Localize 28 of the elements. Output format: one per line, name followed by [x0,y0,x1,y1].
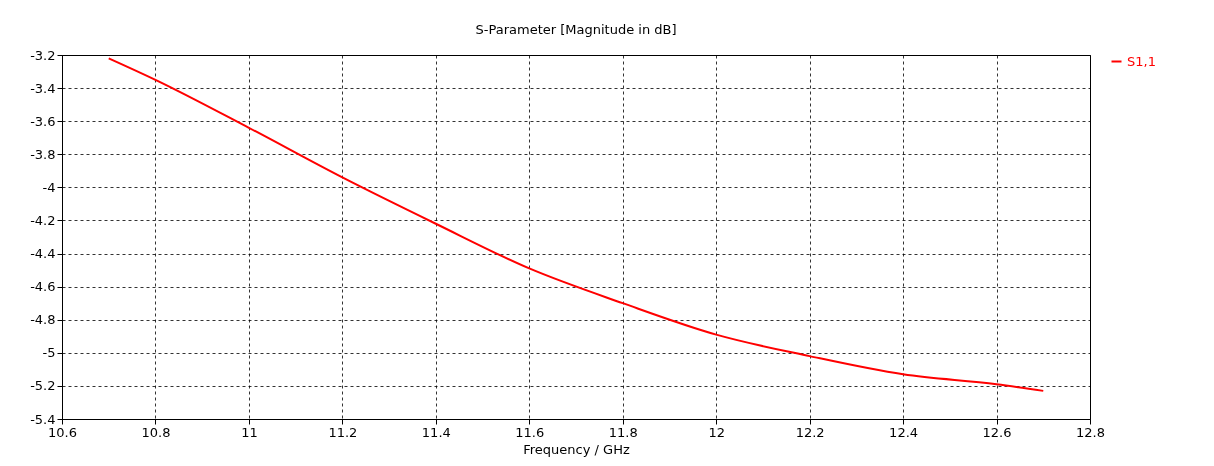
y-tick-label: -3.4 [30,80,56,96]
x-tick-label: 11.4 [421,424,451,440]
x-tick-label: 11 [241,424,258,440]
y-tick-label: -4.2 [30,212,56,228]
y-tick-label: -5.2 [30,378,56,394]
y-tick-label: -3.2 [30,47,56,63]
x-tick-label: 10.6 [48,424,77,440]
y-tick-label: -4.8 [30,312,56,328]
y-tick-label: -5.4 [30,411,56,427]
x-tick-label: 12.4 [889,424,919,440]
x-tick-label: 11.6 [515,424,545,440]
x-tick-label: 12.2 [795,424,825,440]
y-tick-label: -4.6 [30,279,56,295]
x-tick-label: 12.6 [982,424,1012,440]
x-axis-title: Frequency / GHz [523,441,630,457]
legend-label: S1,1 [1127,53,1156,69]
y-tick-label: -4 [42,179,56,195]
x-tick-label: 10.8 [141,424,171,440]
line-series [107,57,1045,392]
y-tick-label: -5 [42,345,56,361]
y-tick-label: -3.6 [30,113,56,129]
y-tick-label: -4.4 [30,246,56,262]
x-tick-label: 12.8 [1076,424,1105,440]
y-tick-label: -3.8 [30,146,56,162]
x-tick-label: 12 [708,424,725,440]
x-tick-label: 11.2 [328,424,358,440]
chart-title: S-Parameter [Magnitude in dB] [475,22,677,37]
x-tick-label: 11.8 [608,424,638,440]
